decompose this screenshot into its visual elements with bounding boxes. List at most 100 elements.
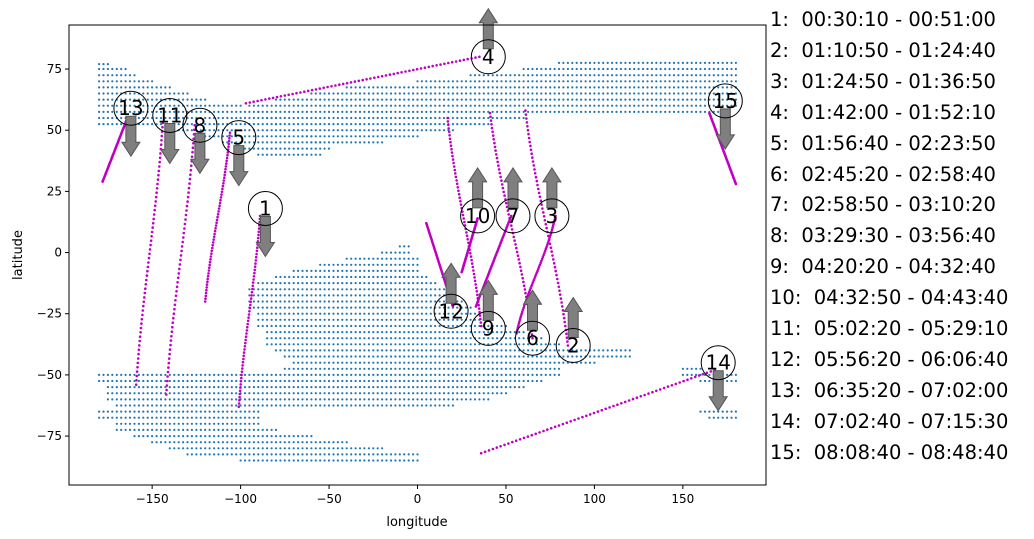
coverage-point — [248, 294, 251, 297]
coverage-point — [496, 80, 499, 83]
track-point — [143, 296, 146, 299]
track-point — [165, 388, 168, 392]
coverage-point — [182, 379, 185, 383]
coverage-point — [717, 67, 720, 71]
track-point — [588, 413, 592, 416]
coverage-point — [279, 392, 282, 395]
coverage-point — [341, 453, 344, 456]
track-point — [135, 374, 139, 378]
coverage-point — [553, 349, 556, 352]
coverage-point — [266, 392, 269, 395]
coverage-point — [98, 110, 101, 113]
coverage-point — [434, 367, 437, 370]
coverage-point — [429, 398, 432, 401]
track-point — [244, 335, 248, 339]
coverage-point — [323, 453, 326, 456]
coverage-point — [283, 349, 286, 352]
coverage-point — [628, 98, 631, 101]
coverage-point — [283, 343, 286, 346]
coverage-point — [522, 337, 525, 340]
coverage-point — [416, 123, 419, 126]
coverage-point — [336, 263, 339, 266]
track-point — [214, 224, 218, 227]
coverage-point — [447, 386, 450, 389]
coverage-point — [460, 379, 463, 383]
coverage-point — [562, 92, 565, 95]
coverage-point — [159, 110, 163, 113]
coverage-point — [336, 306, 339, 309]
coverage-point — [394, 282, 397, 285]
coverage-point — [102, 416, 105, 419]
coverage-point — [208, 441, 211, 444]
coverage-point — [540, 367, 543, 370]
coverage-point — [562, 110, 565, 113]
coverage-point — [327, 147, 331, 150]
coverage-point — [266, 404, 269, 407]
coverage-point — [363, 447, 366, 450]
coverage-point — [584, 104, 587, 107]
coverage-point — [416, 453, 419, 456]
coverage-point — [363, 343, 366, 346]
coverage-point — [243, 129, 247, 132]
coverage-point — [297, 275, 300, 279]
coverage-point — [133, 392, 136, 395]
coverage-point — [190, 129, 193, 132]
coverage-point — [341, 349, 344, 352]
coverage-point — [221, 447, 224, 450]
coverage-point — [341, 318, 344, 321]
track-point — [349, 81, 353, 84]
coverage-point — [500, 324, 503, 328]
coverage-point — [239, 416, 242, 419]
coverage-point — [115, 74, 118, 77]
coverage-point — [580, 104, 583, 107]
coverage-point — [190, 386, 193, 389]
coverage-point — [442, 392, 446, 395]
coverage-point — [496, 392, 499, 395]
track-point — [487, 449, 491, 452]
coverage-point — [562, 355, 565, 358]
coverage-point — [681, 86, 685, 89]
coverage-point — [146, 422, 149, 425]
coverage-point — [292, 404, 295, 407]
coverage-point — [177, 410, 180, 413]
track-point — [240, 376, 243, 380]
coverage-point — [646, 80, 649, 83]
track-point — [452, 161, 455, 165]
coverage-point — [297, 398, 300, 401]
coverage-point — [566, 98, 570, 101]
coverage-point — [451, 361, 454, 364]
coverage-point — [235, 453, 238, 456]
track-point — [222, 182, 225, 185]
coverage-point — [358, 367, 362, 370]
track-point — [226, 151, 230, 154]
coverage-point — [611, 74, 614, 77]
coverage-point — [456, 355, 459, 358]
coverage-point — [279, 441, 282, 444]
coverage-point — [473, 361, 477, 364]
coverage-point — [124, 74, 127, 77]
coverage-point — [381, 367, 384, 370]
marker-label: 7 — [507, 204, 520, 228]
track-point — [246, 322, 249, 326]
coverage-point — [137, 104, 140, 107]
track-point — [291, 92, 294, 96]
track-point — [490, 123, 493, 126]
coverage-point — [261, 459, 264, 462]
coverage-point — [213, 379, 216, 383]
coverage-point — [690, 92, 693, 95]
coverage-point — [292, 300, 295, 303]
coverage-point — [571, 104, 574, 107]
coverage-point — [478, 331, 481, 334]
coverage-point — [473, 80, 477, 83]
coverage-point — [226, 453, 229, 456]
coverage-point — [283, 398, 286, 401]
coverage-point — [403, 337, 406, 340]
coverage-point — [398, 110, 401, 113]
coverage-point — [164, 416, 167, 419]
coverage-point — [628, 80, 631, 83]
coverage-point — [407, 245, 410, 248]
coverage-point — [155, 422, 158, 425]
coverage-point — [168, 104, 171, 107]
coverage-point — [580, 61, 583, 64]
track-point — [538, 431, 541, 434]
